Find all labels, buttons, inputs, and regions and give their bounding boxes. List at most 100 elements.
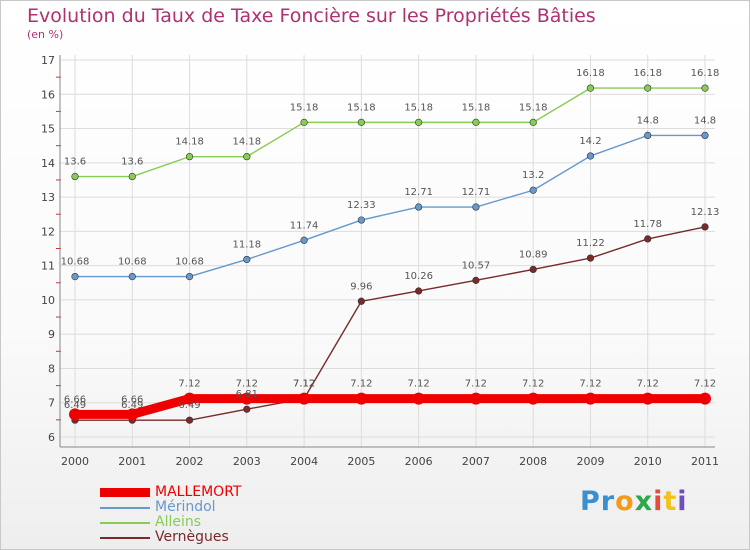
- data-point: [529, 265, 537, 274]
- data-point: [243, 255, 251, 264]
- data-label: 13.2: [522, 170, 544, 181]
- data-label: 15.18: [462, 102, 491, 113]
- brand-letter: i: [677, 486, 688, 517]
- data-label-layer: 6.49 6.49 6.496.817.129.9610.2610.5710.891…: [61, 68, 720, 411]
- y-tick-label: 12: [41, 225, 55, 238]
- data-label: 7.12: [694, 379, 716, 390]
- data-point: [300, 236, 308, 244]
- data-point: [699, 392, 711, 405]
- data-label: 11.18: [232, 239, 261, 250]
- data-point: [586, 152, 595, 160]
- chart-unit-label: (en %): [27, 28, 64, 41]
- data-label: 12.71: [462, 187, 491, 198]
- data-point: [71, 273, 79, 281]
- data-point: [701, 223, 709, 231]
- x-tick-label: 2011: [691, 455, 719, 468]
- data-label: 10.68: [175, 257, 204, 268]
- data-point: [185, 273, 194, 281]
- data-label: 7.12: [293, 379, 315, 390]
- y-tick-label: 13: [41, 191, 55, 204]
- data-point: [644, 131, 652, 139]
- data-label: 16.18: [691, 68, 720, 79]
- data-point: [243, 405, 251, 413]
- data-point: [472, 276, 480, 284]
- data-point: [527, 392, 540, 405]
- legend-label: Mérindol: [155, 499, 216, 515]
- legend-label: MALLEMORT: [155, 484, 242, 500]
- data-point: [71, 172, 79, 181]
- brand-letter: t: [663, 486, 678, 517]
- brand-letter: r: [600, 486, 616, 517]
- data-label: 15.18: [290, 102, 319, 113]
- legend-swatch: [100, 488, 150, 497]
- data-label: 15.18: [347, 102, 376, 113]
- data-label: 12.71: [404, 187, 433, 198]
- data-label: 7.12: [637, 379, 659, 390]
- data-label: 15.18: [404, 102, 433, 113]
- data-point: [644, 84, 652, 92]
- data-point: [126, 408, 139, 421]
- data-point: [415, 287, 423, 295]
- data-point: [243, 153, 251, 161]
- y-tick-label: 7: [48, 397, 55, 410]
- x-tick-label: 2009: [576, 455, 604, 468]
- axis-layer: 6 7 8 9 10 11 12 13 14 15 16 17 2000 2001 2002 2003 2004…: [41, 54, 719, 468]
- data-label: 14.8: [694, 115, 716, 126]
- grid-layer: [60, 55, 715, 447]
- data-label: 16.18: [576, 68, 605, 79]
- data-label: 10.68: [61, 257, 90, 268]
- data-label: 14.18: [175, 137, 204, 148]
- brand-letter: P: [580, 486, 601, 517]
- data-point: [128, 172, 136, 181]
- series-line-mérindol: [74, 134, 706, 278]
- data-point: [412, 392, 425, 405]
- data-point: [529, 118, 537, 126]
- data-point: [586, 254, 595, 262]
- y-tick-label: 9: [48, 328, 55, 341]
- data-label: 7.12: [236, 379, 258, 390]
- x-tick-label: 2005: [347, 455, 375, 468]
- data-point: [415, 203, 423, 211]
- data-label: 14.8: [637, 115, 659, 126]
- data-point: [469, 392, 482, 405]
- data-label: 13.6: [121, 157, 143, 168]
- data-label: 12.13: [691, 207, 720, 218]
- data-point: [355, 392, 368, 405]
- data-label: 14.18: [232, 137, 261, 148]
- data-label: 7.12: [408, 379, 430, 390]
- data-label: 6.49: [64, 400, 86, 411]
- x-tick-label: 2001: [118, 455, 146, 468]
- x-tick-label: 2006: [405, 455, 433, 468]
- series-layer: [69, 84, 711, 424]
- data-point: [357, 297, 365, 305]
- series-line-vernègues: [74, 226, 706, 421]
- data-label: 6.49: [121, 400, 143, 411]
- data-point: [701, 84, 709, 92]
- data-label: 10.26: [404, 271, 433, 282]
- data-point: [128, 273, 136, 281]
- data-point: [529, 186, 537, 194]
- brand-letter: o: [615, 486, 635, 517]
- x-tick-label: 2004: [290, 455, 318, 468]
- data-label: 10.57: [462, 260, 491, 271]
- data-point: [472, 118, 480, 126]
- legend-swatch: [100, 522, 150, 524]
- data-point: [357, 118, 365, 126]
- data-label: 15.18: [519, 102, 548, 113]
- x-tick-label: 2010: [634, 455, 662, 468]
- x-tick-label: 2002: [176, 455, 204, 468]
- data-point: [415, 118, 423, 126]
- y-tick-label: 17: [41, 54, 55, 67]
- legend-label: Vernègues: [155, 529, 229, 545]
- y-tick-label: 10: [41, 294, 55, 307]
- data-label: 6.49: [178, 400, 200, 411]
- data-label: 12.33: [347, 200, 376, 211]
- data-label: 7.12: [465, 379, 487, 390]
- x-tick-label: 2007: [462, 455, 490, 468]
- data-point: [185, 153, 194, 161]
- data-label: 14.2: [579, 136, 601, 147]
- legend-label: Alleins: [155, 514, 202, 530]
- y-tick-label: 8: [48, 362, 55, 375]
